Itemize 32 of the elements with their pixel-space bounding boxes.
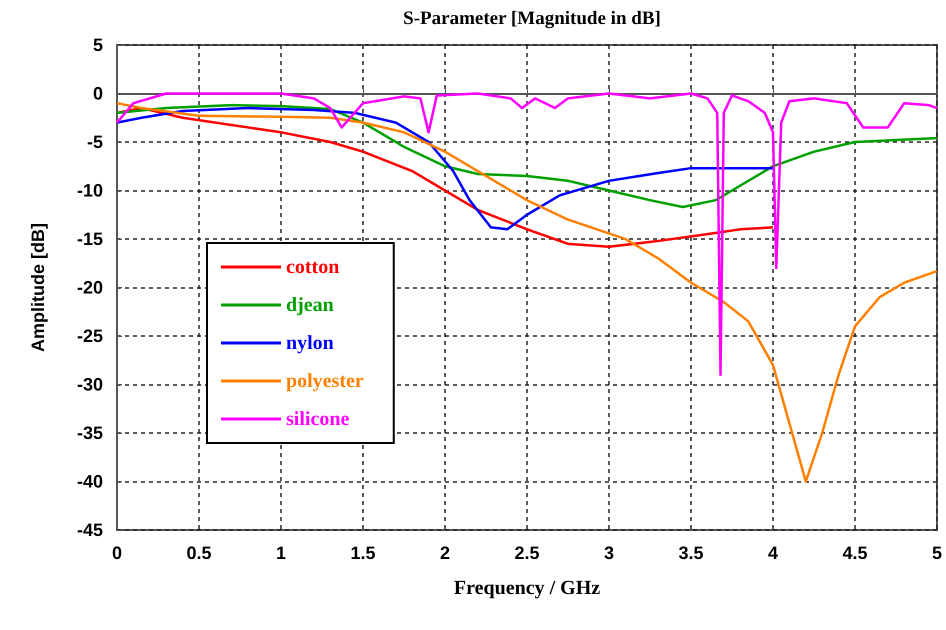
y-tick-label: -15 [76,229,103,249]
x-axis-title: Frequency / GHz [454,577,600,599]
x-tick-label: 1 [276,543,286,563]
y-tick-label: -10 [76,180,103,200]
x-tick-label: 0 [112,543,122,563]
x-tick-label: 2.5 [514,543,540,563]
y-axis-title: Amplitude [dB] [28,223,48,352]
legend-label: polyester [286,370,364,392]
x-tick-label: 4 [768,543,778,563]
x-tick-label: 3.5 [678,543,704,563]
line-series [116,104,938,208]
y-tick-label: -40 [76,472,103,492]
y-tick-label: 5 [92,35,103,55]
y-tick-label: -30 [76,374,103,394]
legend-label: nylon [286,332,334,354]
x-tick-label: 1.5 [350,543,376,563]
x-tick-label: 3 [604,543,614,563]
y-tick-label: -5 [86,132,103,152]
legend-label: cotton [286,256,340,278]
legend-label: silicone [286,408,350,430]
y-tick-label: 0 [92,84,103,104]
y-tick-label: -45 [76,520,103,540]
x-tick-label: 5 [932,543,942,563]
line-series [116,102,938,483]
chart-title: S-Parameter [Magnitude in dB] [403,8,661,29]
x-tick-label: 2 [440,543,450,563]
y-tick-label: -25 [76,326,103,346]
x-tick-label: 0.5 [186,543,212,563]
legend-label: djean [286,294,334,316]
y-tick-label: -20 [76,278,103,298]
x-tick-label: 4.5 [842,543,868,563]
y-tick-label: -35 [76,423,103,443]
